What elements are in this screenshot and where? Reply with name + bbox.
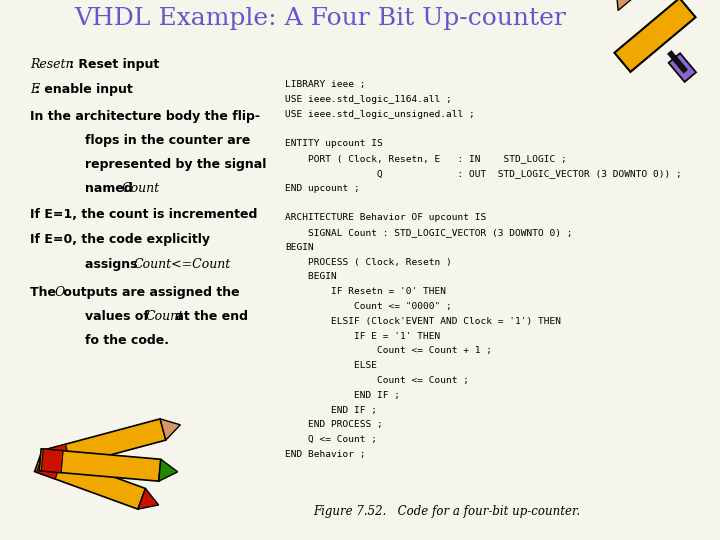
Text: Count: Count (145, 310, 184, 323)
Text: values of: values of (85, 310, 153, 323)
Text: assigns: assigns (85, 258, 142, 271)
Text: Count<=Count: Count<=Count (133, 258, 230, 271)
Text: END Behavior ;: END Behavior ; (285, 450, 366, 459)
Polygon shape (35, 451, 145, 509)
Text: IF E = '1' THEN: IF E = '1' THEN (285, 332, 440, 341)
Text: named: named (85, 182, 137, 195)
Polygon shape (138, 489, 158, 509)
Text: fo the code.: fo the code. (85, 334, 169, 347)
Text: END upcount ;: END upcount ; (285, 184, 360, 193)
Text: END IF ;: END IF ; (285, 391, 400, 400)
Polygon shape (667, 51, 688, 73)
Text: BEGIN: BEGIN (285, 243, 314, 252)
Text: ARCHITECTURE Behavior OF upcount IS: ARCHITECTURE Behavior OF upcount IS (285, 213, 486, 222)
Polygon shape (46, 444, 71, 471)
Text: Count <= "0000" ;: Count <= "0000" ; (285, 302, 451, 311)
Text: at the end: at the end (171, 310, 248, 323)
Text: IF Resetn = '0' THEN: IF Resetn = '0' THEN (285, 287, 446, 296)
Text: flops in the counter are: flops in the counter are (85, 134, 251, 147)
Text: BEGIN: BEGIN (285, 272, 337, 281)
Text: If E=0, the code explicitly: If E=0, the code explicitly (30, 233, 210, 246)
Polygon shape (40, 449, 161, 481)
Text: Figure 7.52.   Code for a four-bit up-counter.: Figure 7.52. Code for a four-bit up-coun… (312, 505, 580, 518)
Text: ENTITY upcount IS: ENTITY upcount IS (285, 139, 383, 148)
Text: ELSE: ELSE (285, 361, 377, 370)
Text: END IF ;: END IF ; (285, 406, 377, 415)
Text: In the architecture body the flip-: In the architecture body the flip- (30, 110, 260, 123)
Text: If E=1, the count is incremented: If E=1, the count is incremented (30, 208, 257, 221)
Text: USE ieee.std_logic_unsigned.all ;: USE ieee.std_logic_unsigned.all ; (285, 110, 474, 119)
Text: represented by the signal: represented by the signal (85, 158, 266, 171)
Text: END PROCESS ;: END PROCESS ; (285, 421, 383, 429)
Polygon shape (160, 419, 180, 440)
Polygon shape (616, 0, 637, 10)
Text: Resetn: Resetn (30, 58, 73, 71)
Text: Count <= Count ;: Count <= Count ; (285, 376, 469, 385)
Text: LIBRARY ieee ;: LIBRARY ieee ; (285, 80, 366, 89)
Polygon shape (669, 53, 696, 82)
Text: : Reset input: : Reset input (69, 58, 159, 71)
Text: USE ieee.std_logic_1164.all ;: USE ieee.std_logic_1164.all ; (285, 95, 451, 104)
Text: E: E (30, 83, 39, 96)
Text: PORT ( Clock, Resetn, E   : IN    STD_LOGIC ;: PORT ( Clock, Resetn, E : IN STD_LOGIC ; (285, 154, 567, 163)
Text: VHDL Example: A Four Bit Up-counter: VHDL Example: A Four Bit Up-counter (74, 7, 566, 30)
Text: outputs are assigned the: outputs are assigned the (59, 286, 240, 299)
Text: : enable input: : enable input (35, 83, 132, 96)
Text: Q             : OUT  STD_LOGIC_VECTOR (3 DOWNTO 0)) ;: Q : OUT STD_LOGIC_VECTOR (3 DOWNTO 0)) ; (285, 169, 682, 178)
Text: O: O (54, 286, 65, 299)
Text: Q <= Count ;: Q <= Count ; (285, 435, 377, 444)
Polygon shape (614, 0, 696, 72)
Text: Count: Count (121, 182, 159, 195)
Polygon shape (37, 451, 63, 479)
Text: Count <= Count + 1 ;: Count <= Count + 1 ; (285, 346, 492, 355)
Text: The: The (30, 286, 60, 299)
Polygon shape (159, 460, 178, 481)
Text: PROCESS ( Clock, Resetn ): PROCESS ( Clock, Resetn ) (285, 258, 451, 267)
Polygon shape (44, 419, 166, 471)
Polygon shape (41, 449, 63, 472)
Text: ELSIF (Clock'EVENT AND Clock = '1') THEN: ELSIF (Clock'EVENT AND Clock = '1') THEN (285, 317, 561, 326)
Text: SIGNAL Count : STD_LOGIC_VECTOR (3 DOWNTO 0) ;: SIGNAL Count : STD_LOGIC_VECTOR (3 DOWNT… (285, 228, 572, 237)
